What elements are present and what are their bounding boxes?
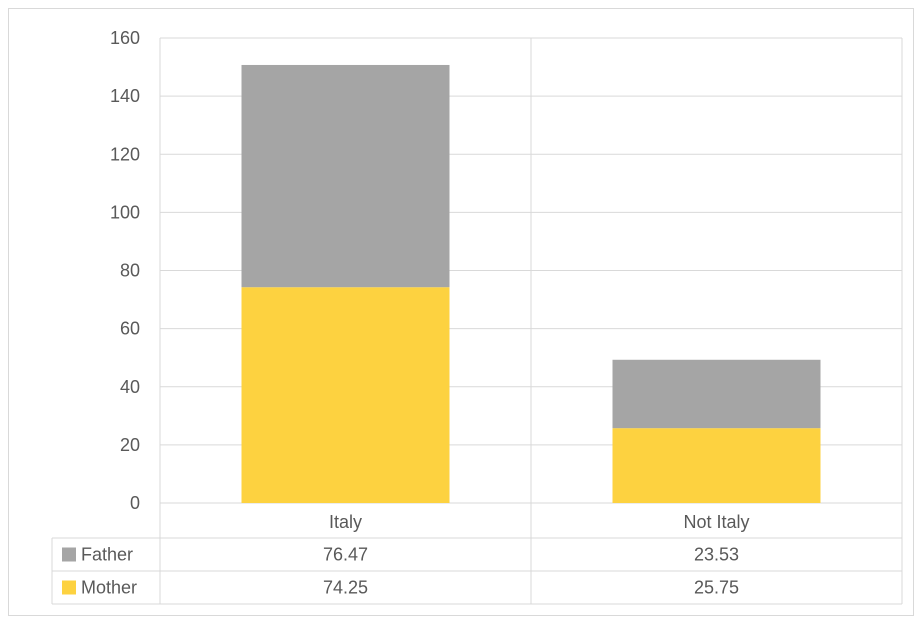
legend-label-father: Father (81, 545, 133, 565)
y-tick-label: 120 (110, 144, 140, 164)
bar-mother-italy (241, 287, 450, 503)
bar-father-not-italy (612, 359, 821, 429)
table-cell-value: 23.53 (694, 545, 739, 565)
category-label: Italy (329, 512, 362, 532)
table-cell-value: 25.75 (694, 578, 739, 598)
y-tick-label: 100 (110, 202, 140, 222)
y-tick-label: 20 (120, 435, 140, 455)
bar-mother-not-italy (612, 428, 821, 503)
legend-label-mother: Mother (81, 578, 137, 598)
category-label: Not Italy (683, 512, 749, 532)
y-tick-label: 40 (120, 377, 140, 397)
y-tick-label: 0 (130, 493, 140, 513)
legend-key-mother (62, 580, 76, 595)
data-table: Father 76.47 23.53 Mother 74.25 25.75 (62, 545, 739, 598)
chart-frame (8, 8, 914, 616)
bar-father-italy (241, 64, 450, 288)
y-tick-label: 60 (120, 319, 140, 339)
axis-layer: 0 20 40 60 80 100 120 140 160 Italy Not Italy (110, 28, 750, 532)
table-cell-value: 74.25 (323, 578, 368, 598)
table-cell-value: 76.47 (323, 545, 368, 565)
legend-key-father (62, 547, 76, 562)
y-tick-label: 80 (120, 261, 140, 281)
y-tick-label: 140 (110, 86, 140, 106)
bar-layer (241, 64, 821, 503)
y-tick-label: 160 (110, 28, 140, 48)
grid-layer (51, 37, 903, 605)
